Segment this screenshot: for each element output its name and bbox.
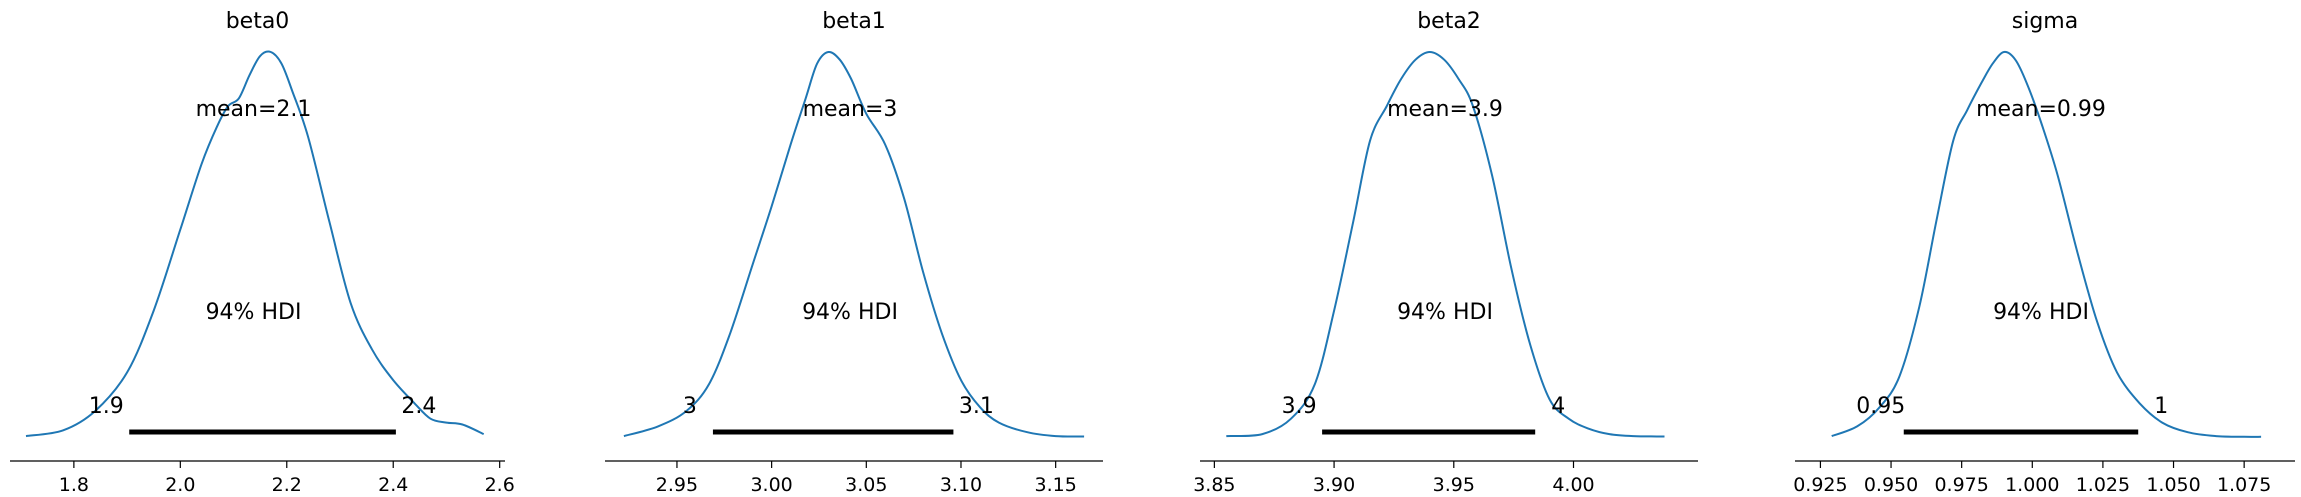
panel-title: sigma [2012, 9, 2078, 34]
kde-curve [1831, 50, 2262, 438]
x-tick-label: 1.075 [2217, 474, 2271, 496]
x-tick-label: 2.0 [165, 474, 195, 496]
posterior-panel-beta1: beta1 2.95 3.00 3.05 3.10 3.15 mean=3 94% HDI 3 3… [605, 9, 1103, 496]
x-tick-label: 3.85 [1193, 474, 1235, 496]
hdi-label: 94% HDI [206, 300, 302, 325]
panel-title: beta1 [822, 9, 886, 34]
posterior-panel-sigma: sigma 0.925 0.950 0.975 1.000 1.025 1.050 1.075… [1793, 9, 2295, 496]
kde-curve [25, 50, 485, 438]
x-tick-label: 3.05 [845, 474, 887, 496]
mean-label: mean=0.99 [1976, 97, 2106, 122]
x-tick-label: 3.90 [1313, 474, 1355, 496]
x-tick-label: 3.95 [1433, 474, 1475, 496]
x-tick-label: 3.10 [940, 474, 982, 496]
x-tick-label: 0.975 [1934, 474, 1988, 496]
hdi-lower-label: 3 [683, 394, 697, 419]
hdi-upper-label: 2.4 [401, 394, 436, 419]
hdi-upper-label: 4 [1551, 394, 1565, 419]
x-tick-label: 4.00 [1552, 474, 1594, 496]
mean-label: mean=3 [803, 97, 898, 122]
x-tick-label: 3.00 [750, 474, 792, 496]
x-tick-label: 1.050 [2146, 474, 2200, 496]
hdi-upper-label: 3.1 [959, 394, 994, 419]
hdi-lower-label: 0.95 [1856, 394, 1905, 419]
panel-title: beta2 [1417, 9, 1481, 34]
x-tick-label: 0.950 [1864, 474, 1918, 496]
posterior-panel-beta2: beta2 3.85 3.90 3.95 4.00 mean=3.9 94% HDI 3.9 4 [1193, 9, 1698, 496]
kde-curve [1226, 50, 1665, 438]
x-tick-label: 2.95 [656, 474, 698, 496]
x-tick-label: 1.8 [59, 474, 89, 496]
x-tick-label: 0.925 [1793, 474, 1847, 496]
x-tick-label: 3.15 [1035, 474, 1077, 496]
hdi-label: 94% HDI [1993, 300, 2089, 325]
hdi-label: 94% HDI [1397, 300, 1493, 325]
hdi-lower-label: 1.9 [89, 394, 124, 419]
x-tick-label: 1.000 [2005, 474, 2059, 496]
kde-curve [623, 50, 1085, 438]
hdi-label: 94% HDI [802, 300, 898, 325]
x-tick-label: 2.6 [485, 474, 515, 496]
x-tick-label: 1.025 [2076, 474, 2130, 496]
panel-title: beta0 [226, 9, 290, 34]
mean-label: mean=3.9 [1387, 97, 1503, 122]
hdi-upper-label: 1 [2154, 394, 2168, 419]
mean-label: mean=2.1 [196, 97, 312, 122]
x-tick-label: 2.4 [378, 474, 408, 496]
x-tick-label: 2.2 [272, 474, 302, 496]
hdi-lower-label: 3.9 [1282, 394, 1317, 419]
posterior-panel-beta0: beta0 1.8 2.0 2.2 2.4 2.6 mean=2.1 94% HDI 1.9 2.… [10, 9, 515, 496]
